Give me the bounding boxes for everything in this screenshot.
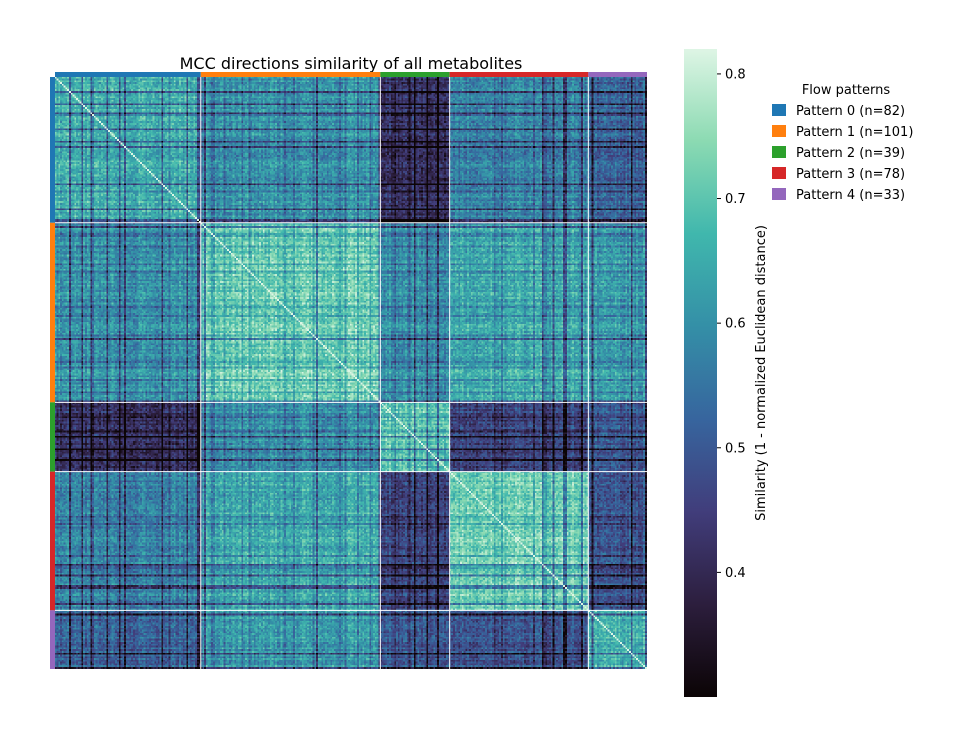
colorbar-tick-label: 0.8 [725,67,746,82]
legend-entry-label: Pattern 3 (n=78) [796,167,905,182]
group-color-bar-left [50,77,55,669]
legend-entry-label: Pattern 2 (n=39) [796,146,905,161]
group-separator-lines [55,77,647,669]
colorbar-tick-label: 0.4 [725,566,746,581]
group-bar-top-segment [380,72,450,77]
legend-swatch [772,146,786,158]
group-bar-left-segment [50,222,55,403]
colorbar-tick-label: 0.6 [725,317,746,332]
group-bar-left-segment [50,77,55,223]
colorbar-tick-label: 0.7 [725,192,746,207]
legend-swatch [772,188,786,200]
group-bar-left-segment [50,402,55,472]
group-bar-top-segment [449,72,589,77]
legend-title: Flow patterns [802,83,891,98]
group-color-bar-top [55,72,647,77]
legend-swatch [772,104,786,116]
group-bar-top-segment [200,72,381,77]
legend-entry-label: Pattern 1 (n=101) [796,125,913,140]
legend-entry-label: Pattern 0 (n=82) [796,104,905,119]
colorbar [684,49,717,697]
legend: Flow patterns Pattern 0 (n=82) Pattern 1 … [772,83,913,203]
legend-swatch [772,125,786,137]
group-bar-top-segment [588,72,647,77]
colorbar-tick-label: 0.5 [725,441,746,456]
colorbar-ticks: 0.4 0.5 0.6 0.7 0.8 [717,67,746,581]
group-bar-left-segment [50,610,55,669]
group-bar-top-segment [55,72,201,77]
heatmap-cells [55,77,647,669]
legend-entry-label: Pattern 4 (n=33) [796,188,905,203]
legend-swatch [772,167,786,179]
colorbar-label: Similarity (1 - normalized Euclidean dis… [754,225,769,521]
group-bar-left-segment [50,471,55,611]
heatmap-matrix [55,77,647,669]
chart-title: MCC directions similarity of all metabol… [180,54,523,73]
